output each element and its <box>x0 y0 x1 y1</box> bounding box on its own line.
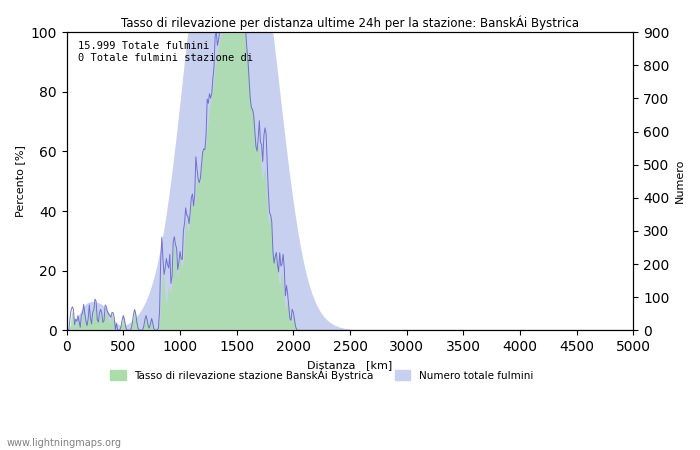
Title: Tasso di rilevazione per distanza ultime 24h per la stazione: BanskÁi Bystrica: Tasso di rilevazione per distanza ultime… <box>121 15 579 30</box>
Legend: Tasso di rilevazione stazione BanskÁi Bystrica, Numero totale fulmini: Tasso di rilevazione stazione BanskÁi By… <box>106 364 537 385</box>
Text: www.lightningmaps.org: www.lightningmaps.org <box>7 438 122 448</box>
Y-axis label: Numero: Numero <box>675 159 685 203</box>
Y-axis label: Percento [%]: Percento [%] <box>15 145 25 217</box>
Text: 15.999 Totale fulmini
0 Totale fulmini stazione di: 15.999 Totale fulmini 0 Totale fulmini s… <box>78 41 253 63</box>
X-axis label: Distanza   [km]: Distanza [km] <box>307 360 393 370</box>
